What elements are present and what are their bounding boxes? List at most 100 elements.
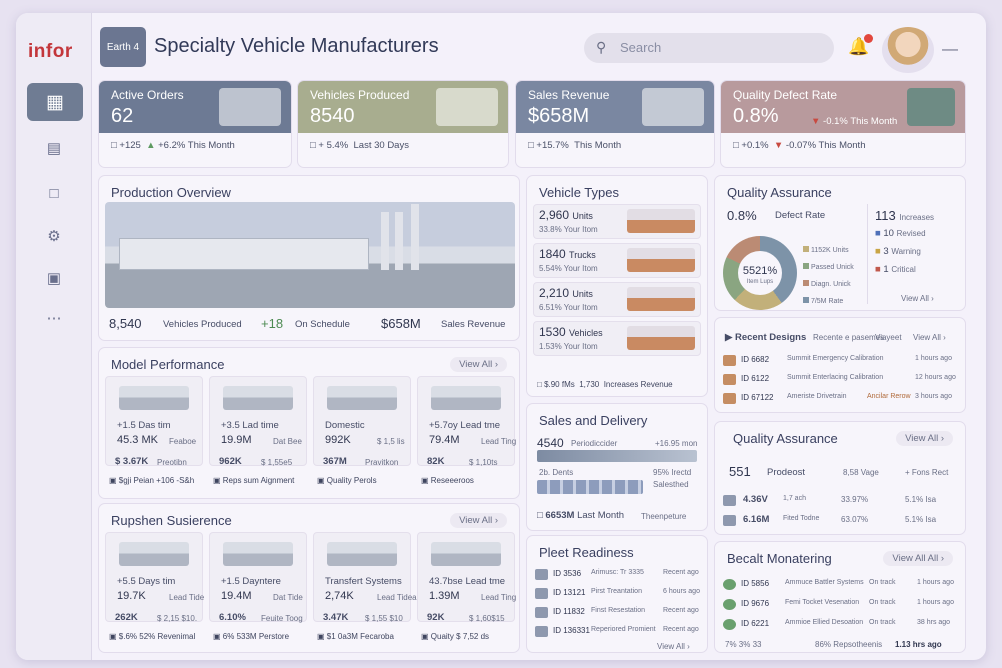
notification-badge (864, 34, 874, 43)
fleet-row[interactable]: ID 3536 Arimusc: Tr 3335 Recent ago (535, 566, 699, 584)
tile-sub: Feaboe (169, 437, 197, 446)
monitor-row[interactable]: ID 9676 Femi Tocket Vesenation On track 1 h… (723, 596, 957, 614)
settings-icon[interactable]: ⚙ (47, 228, 61, 245)
qa-pct: 63.07% (841, 515, 869, 524)
vehicle-image (223, 386, 293, 410)
kpi-value: 8540 (310, 105, 355, 127)
row-icon (723, 495, 736, 506)
qa2-head-value: 551 (729, 464, 751, 479)
reports-icon[interactable]: ▣ (46, 270, 62, 287)
defect-value: 0.8% (727, 208, 757, 223)
vtype-share: 1.53% Your Itom (539, 342, 598, 351)
tile-value: 19.4M (221, 590, 252, 602)
notification-bell-icon[interactable]: 🔔 (848, 34, 874, 57)
search-input[interactable]: ⚲ Search (584, 33, 834, 63)
tile-sub: Lead Ting (481, 437, 517, 446)
model-performance-card: Model Performance View All › +1.5 Das ti… (98, 347, 520, 499)
tile-lead: +1.5 Dayntere (221, 576, 281, 587)
fleet-id: ID 136331 (553, 626, 590, 635)
more-icon[interactable]: ⋯ (46, 310, 62, 327)
recent-time: 12 hours ago (915, 374, 956, 381)
footer-item: ▣ $.6% 52% Revenimal (109, 632, 196, 641)
qa2-head-c: 8,58 Vage (843, 468, 879, 477)
production-overview-card: Production Overview 8,540 Vehicles Produ… (98, 175, 520, 341)
tile-sub: $ 1,5 lis (377, 437, 405, 446)
recent-desc: Summit Enterlacing Calibration (787, 374, 884, 381)
sales-bottom-right: Theenpeture (641, 512, 687, 521)
qa-sub: 1,7 ach (783, 495, 806, 502)
recent-status: Ancilar Rerow (867, 393, 911, 400)
kpi-value: 0.8% (733, 105, 779, 127)
vehicle-image (119, 386, 189, 410)
fleet-time: Recent ago (663, 607, 699, 614)
sales-value: 4540 (537, 436, 564, 450)
monitor-id: ID 5856 (741, 579, 770, 588)
sales-delivery-card: Sales and Delivery 4540 Periodiccider +1… (526, 403, 708, 531)
documents-icon[interactable]: ▤ (46, 140, 62, 157)
monitor-id: ID 6221 (741, 619, 770, 628)
view-all-button[interactable]: View All › (896, 431, 953, 446)
tile-lead: +5.5 Days tim (117, 576, 176, 587)
qa-row[interactable]: 4.36V 1,7 ach 33.97% 5.1% Isa (723, 492, 957, 510)
recent-row[interactable]: ID 6122 Summit Enterlacing Calibration 12 … (723, 371, 957, 389)
monitor-row[interactable]: ID 6221 Ammioe Ellied Desoation On track 38… (723, 616, 957, 634)
vtype-count: 2,960 Units (539, 208, 593, 222)
monitor-time: 1 hours ago (917, 579, 954, 586)
produced-value: 8,540 (109, 316, 142, 331)
kpi-vehicles-produced[interactable]: Vehicles Produced 8540 □ + 5.4% Last 30 … (297, 80, 509, 168)
schedule-value: +18 (261, 316, 284, 331)
avatar[interactable] (882, 27, 934, 73)
monitor-row[interactable]: ID 5856 Ammuce Battler Systems On track 1 h… (723, 576, 957, 594)
shield-check-icon (907, 88, 955, 126)
status-icon (723, 619, 736, 630)
fleet-row[interactable]: ID 13121 Pirst Treantation 6 hours ago (535, 585, 700, 603)
qa-row[interactable]: 6.16M Fited Todne 63.07% 5.1% Isa (723, 512, 957, 530)
view-all-button[interactable]: View All › (901, 294, 934, 303)
divider (867, 204, 868, 304)
view-all-button[interactable]: View All › (450, 357, 507, 372)
menu-icon[interactable]: ― (942, 41, 958, 58)
recent-row[interactable]: ID 67122 Ameriste Drivetrain Ancilar Rerow… (723, 390, 957, 408)
footer-item: ▣ Reps sum Aignment (213, 476, 295, 485)
fleet-row[interactable]: ID 11832 Finst Resestation Recent ago (535, 604, 699, 622)
legend-item: Diagn. Unick (803, 280, 851, 288)
supply-card: Rupshen Susierence View All › +5.5 Days … (98, 503, 520, 653)
vtype-count: 1840 Trucks (539, 247, 596, 261)
fleet-row[interactable]: ID 136331 Reperiored Promient Recent ago (535, 623, 699, 641)
view-all-button[interactable]: View All › (657, 642, 690, 651)
fleet-id: ID 11832 (553, 607, 585, 616)
tile-value: 1.39M (429, 590, 460, 602)
row-icon (723, 515, 736, 526)
tile-lead: +1.5 Das tim (117, 420, 171, 431)
section-title: Rupshen Susierence (111, 513, 232, 528)
kpi-sales-revenue[interactable]: Sales Revenue $658M □ +15.7% This Month (515, 80, 715, 168)
sidebar: infor ▦ ▤ □ ⚙ ▣ ⋯ (16, 13, 92, 660)
sales-label: Periodiccider (571, 439, 618, 448)
footer-item: ▣ Quality Perols (317, 476, 377, 485)
quality-assurance-card: Quality Assurance 0.8% Defect Rate 5521%… (714, 175, 966, 311)
tile-bottom-label: $ 1,55e5 (261, 458, 293, 467)
revenue-value: $658M (381, 316, 421, 331)
tile-value: 79.4M (429, 434, 460, 446)
view-all-button[interactable]: View All All › (883, 551, 953, 566)
analytics-icon[interactable]: □ (49, 184, 59, 202)
view-all-button[interactable]: View All › (450, 513, 507, 528)
kpi-active-orders[interactable]: Active Orders 62 □ +125 ▲ +6.2% This Mon… (98, 80, 292, 168)
tile-bottom: 262K (115, 612, 138, 623)
kpi-quality-defect[interactable]: Quality Defect Rate 0.8% ▼ -0.1% This Mo… (720, 80, 966, 168)
dashboard-icon[interactable]: ▦ (27, 83, 83, 121)
kpi-label: Quality Defect Rate (733, 88, 838, 102)
qa-rate: 5.1% Isa (905, 515, 937, 524)
recent-row[interactable]: ID 6682 Summit Emergency Calibration 1 hou… (723, 352, 957, 370)
footer-item: ▣ Reseeeroos (421, 476, 474, 485)
qa-value: 4.36V (743, 494, 768, 505)
vtype-count: 2,210 Units (539, 286, 593, 300)
qa-rate: 5.1% Isa (905, 495, 937, 504)
recent-meta: Viayeet (875, 333, 902, 342)
legend-item: 7/5M Rate (803, 297, 843, 305)
view-all-button[interactable]: View All › (913, 333, 946, 342)
quality-count: ■ 1 Critical (875, 264, 916, 275)
quality-donut-chart: 5521% Item Lups (723, 236, 797, 310)
vehicle-icon (535, 569, 548, 580)
schedule-label: On Schedule (295, 319, 350, 330)
